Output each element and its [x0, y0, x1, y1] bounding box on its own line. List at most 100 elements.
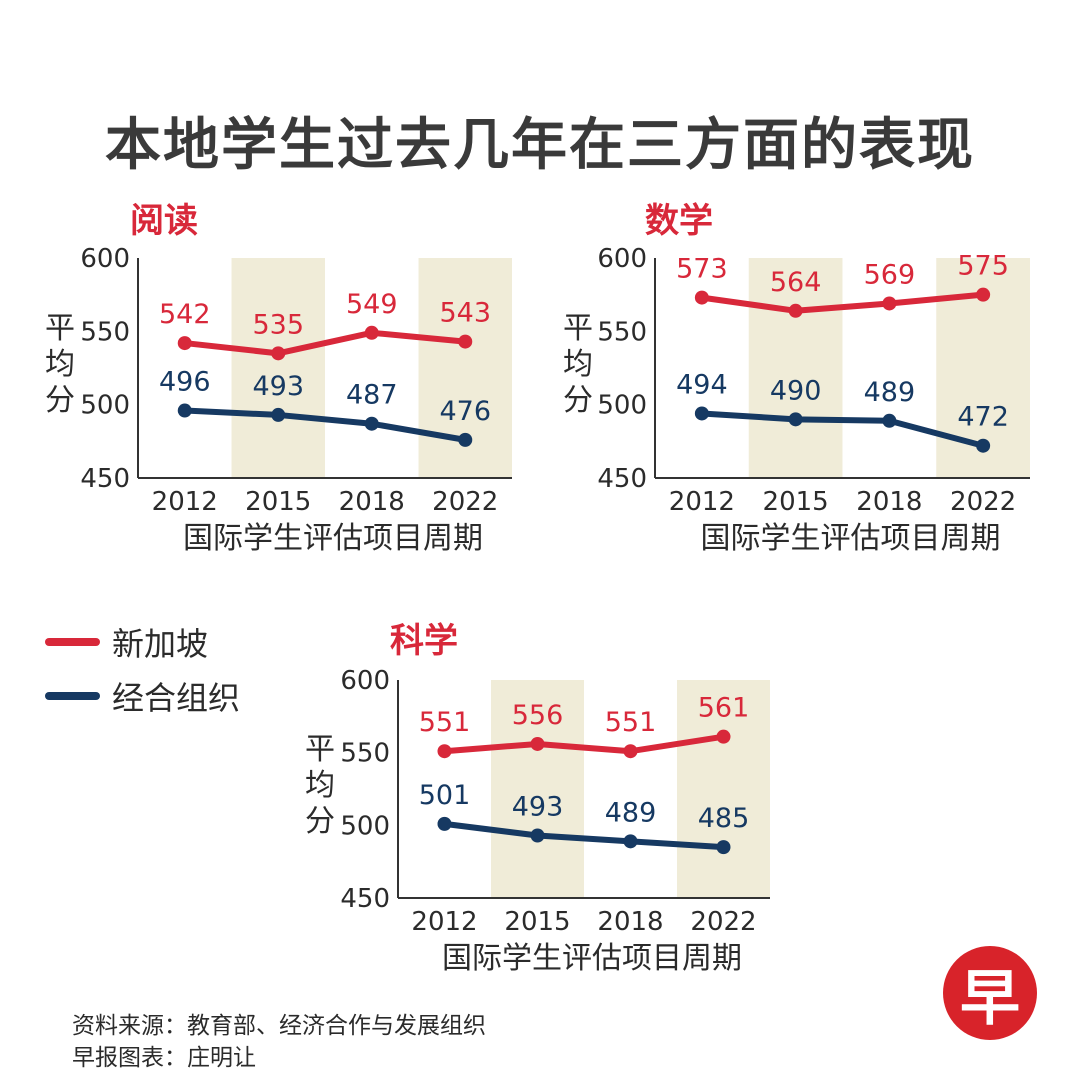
y-axis-label-char: 均	[305, 768, 335, 803]
highlight-band-2015	[491, 680, 584, 898]
series-line-oecd	[181, 407, 469, 443]
data-label-singapore: 564	[770, 267, 822, 298]
x-tick-label: 2018	[597, 907, 663, 937]
legend-swatch-oecd	[45, 692, 100, 700]
data-point-singapore	[364, 325, 379, 340]
y-axis-label-char: 平	[563, 311, 593, 346]
x-axis-label: 国际学生评估项目周期	[442, 941, 742, 976]
data-label-oecd: 493	[252, 371, 304, 402]
data-point-oecd	[271, 407, 286, 422]
data-label-singapore: 569	[864, 259, 916, 290]
y-axis-label-char: 平	[45, 311, 75, 346]
y-axis-label-char: 分	[45, 383, 75, 418]
legend: 新加坡 经合组织	[45, 615, 240, 723]
legend-label-oecd: 经合组织	[112, 679, 241, 717]
data-point-singapore	[788, 303, 803, 318]
data-point-singapore	[623, 744, 638, 759]
legend-swatch-singapore	[45, 638, 100, 646]
data-label-oecd: 494	[676, 369, 728, 400]
data-point-singapore	[882, 296, 897, 311]
x-tick-label: 2012	[411, 907, 477, 937]
data-point-singapore	[271, 346, 286, 361]
y-tick-label: 450	[80, 464, 130, 494]
data-point-oecd	[788, 412, 803, 427]
y-tick-label: 600	[340, 666, 390, 696]
data-label-singapore: 573	[676, 254, 728, 285]
x-tick-label: 2015	[245, 487, 311, 517]
data-label-singapore: 561	[698, 693, 750, 724]
y-tick-label: 550	[597, 317, 647, 347]
series-line-singapore	[441, 733, 727, 755]
infographic-title: 本地学生过去几年在三方面的表现	[105, 113, 975, 178]
x-tick-label: 2015	[763, 487, 829, 517]
source-line-1: 资料来源：教育部、经济合作与发展组织	[72, 1013, 486, 1039]
data-point-singapore	[458, 334, 473, 349]
x-tick-label: 2012	[669, 487, 735, 517]
y-tick-label: 450	[597, 464, 647, 494]
y-axis-label-char: 平	[305, 732, 335, 767]
series-line-oecd	[698, 410, 987, 449]
data-point-oecd	[976, 438, 991, 453]
data-label-singapore: 542	[159, 299, 211, 330]
x-tick-label: 2022	[950, 487, 1016, 517]
legend-item-singapore: 新加坡	[45, 615, 240, 669]
data-point-oecd	[694, 406, 709, 421]
data-label-singapore: 551	[605, 707, 657, 738]
x-axis-label: 国际学生评估项目周期	[701, 521, 1001, 556]
legend-item-oecd: 经合组织	[45, 669, 240, 723]
x-tick-label: 2022	[690, 907, 756, 937]
y-tick-label: 600	[597, 244, 647, 274]
data-point-oecd	[458, 432, 473, 447]
highlight-band-2022	[677, 680, 770, 898]
series-line-singapore	[181, 329, 469, 357]
x-tick-label: 2012	[152, 487, 218, 517]
data-point-singapore	[716, 729, 731, 744]
data-label-singapore: 551	[419, 707, 471, 738]
source-line-2: 早报图表：庄明让	[72, 1045, 256, 1071]
data-label-oecd: 487	[346, 380, 398, 411]
series-line-oecd	[441, 820, 727, 851]
y-tick-label: 550	[80, 317, 130, 347]
y-axis-label-char: 均	[563, 347, 593, 382]
data-point-oecd	[623, 834, 638, 849]
data-label-singapore: 575	[957, 251, 1009, 282]
data-point-singapore	[530, 736, 545, 751]
data-point-singapore	[437, 744, 452, 759]
x-tick-label: 2018	[339, 487, 405, 517]
x-axis-label: 国际学生评估项目周期	[183, 521, 483, 556]
data-point-singapore	[976, 287, 991, 302]
y-tick-label: 450	[340, 884, 390, 914]
data-label-singapore: 535	[252, 309, 304, 340]
series-line-singapore	[698, 291, 987, 314]
data-label-singapore: 549	[346, 289, 398, 320]
y-tick-label: 600	[80, 244, 130, 274]
zaobao-logo: 早	[943, 946, 1037, 1040]
data-point-singapore	[177, 336, 192, 351]
chart-panel-0: 阅读 450 500 550 600 平均分 2012 2015 2018 2022 国际学生评估项…	[45, 201, 512, 556]
y-tick-label: 550	[340, 739, 390, 769]
x-tick-label: 2022	[432, 487, 498, 517]
y-axis-label-char: 分	[305, 804, 335, 839]
highlight-band-2015	[748, 258, 843, 478]
chart-panel-1: 数学 450 500 550 600 平均分 2012 2015 2018 2022 国际学生评估项…	[563, 201, 1030, 556]
data-point-oecd	[530, 828, 545, 843]
source-note: 资料来源：教育部、经济合作与发展组织 早报图表：庄明让	[72, 1010, 486, 1074]
data-point-oecd	[437, 816, 452, 831]
data-label-oecd: 501	[419, 780, 471, 811]
x-tick-label: 2018	[856, 487, 922, 517]
panel-title: 科学	[390, 621, 458, 661]
data-label-singapore: 556	[512, 700, 564, 731]
legend-label-singapore: 新加坡	[112, 625, 209, 663]
data-point-oecd	[364, 416, 379, 431]
data-label-oecd: 476	[439, 396, 491, 427]
panel-title: 阅读	[130, 201, 198, 241]
data-label-oecd: 485	[698, 803, 750, 834]
logo-glyph: 早	[960, 963, 1020, 1034]
y-tick-label: 500	[80, 391, 130, 421]
data-label-oecd: 489	[605, 797, 657, 828]
y-tick-label: 500	[340, 811, 390, 841]
y-axis-label-char: 均	[45, 347, 75, 382]
highlight-band-2015	[231, 258, 325, 478]
data-label-oecd: 493	[512, 792, 564, 823]
data-label-singapore: 543	[439, 298, 491, 329]
